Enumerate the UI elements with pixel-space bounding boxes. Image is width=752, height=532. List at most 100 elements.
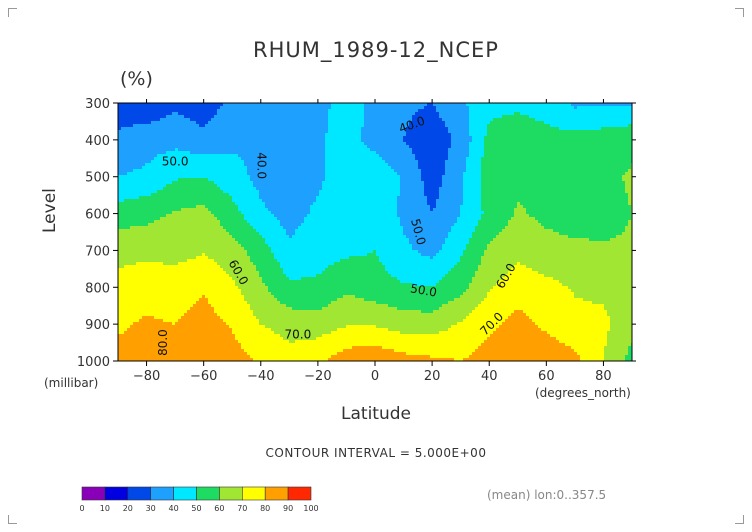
field-cell (223, 349, 227, 353)
field-cell (265, 133, 269, 137)
field-cell (292, 106, 296, 110)
field-cell (277, 322, 281, 326)
field-cell (160, 193, 164, 197)
field-cell (121, 151, 125, 155)
field-cell (184, 226, 188, 230)
field-cell (130, 331, 134, 335)
field-cell (217, 124, 221, 128)
field-cell (223, 217, 227, 221)
field-cell (268, 328, 272, 332)
field-cell (154, 211, 158, 215)
field-cell (133, 340, 137, 344)
field-cell (286, 343, 290, 347)
field-cell (136, 136, 140, 140)
field-cell (175, 337, 179, 341)
field-cell (163, 343, 167, 347)
field-cell (283, 118, 287, 122)
field-cell (232, 283, 236, 287)
field-cell (199, 301, 203, 305)
field-cell (139, 310, 143, 314)
field-cell (289, 157, 293, 161)
field-cell (268, 295, 272, 299)
contour-interval-text: CONTOUR INTERVAL = 5.000E+00 (265, 446, 487, 460)
field-cell (136, 253, 140, 257)
field-cell (154, 262, 158, 266)
field-cell (244, 175, 248, 179)
field-cell (226, 355, 230, 359)
field-cell (253, 271, 257, 275)
field-cell (124, 208, 128, 212)
field-cell (235, 295, 239, 299)
field-cell (217, 115, 221, 119)
field-cell (187, 202, 191, 206)
field-cell (148, 298, 152, 302)
field-cell (205, 109, 209, 113)
field-cell (289, 178, 293, 182)
field-cell (130, 250, 134, 254)
field-cell (250, 355, 254, 359)
field-cell (244, 166, 248, 170)
field-cell (127, 178, 131, 182)
field-cell (268, 208, 272, 212)
field-cell (142, 268, 146, 272)
field-cell (244, 232, 248, 236)
field-cell (145, 142, 149, 146)
field-cell (232, 304, 236, 308)
field-cell (274, 142, 278, 146)
field-cell (196, 196, 200, 200)
field-cell (226, 289, 230, 293)
field-cell (211, 205, 215, 209)
field-cell (196, 136, 200, 140)
field-cell (154, 349, 158, 353)
field-cell (208, 358, 212, 361)
field-cell (241, 298, 245, 302)
field-cell (235, 151, 239, 155)
field-cell (259, 292, 263, 296)
field-cell (136, 289, 140, 293)
field-cell (202, 244, 206, 248)
field-cell (253, 298, 257, 302)
field-cell (193, 265, 197, 269)
field-cell (193, 160, 197, 164)
field-cell (286, 313, 290, 317)
field-cell (289, 289, 293, 293)
field-cell (199, 283, 203, 287)
field-cell (145, 181, 149, 185)
field-cell (268, 199, 272, 203)
field-cell (184, 331, 188, 335)
field-cell (241, 166, 245, 170)
field-cell (211, 148, 215, 152)
field-cell (286, 271, 290, 275)
field-cell (169, 253, 173, 257)
field-cell (268, 124, 272, 128)
field-cell (265, 118, 269, 122)
field-cell (193, 244, 197, 248)
field-cell (241, 202, 245, 206)
field-cell (280, 169, 284, 173)
field-cell (226, 124, 230, 128)
field-cell (208, 223, 212, 227)
field-cell (280, 136, 284, 140)
field-cell (271, 115, 275, 119)
field-cell (181, 289, 185, 293)
field-cell (271, 319, 275, 323)
field-cell (178, 274, 182, 278)
field-cell (169, 145, 173, 149)
field-cell (154, 337, 158, 341)
field-cell (166, 277, 170, 281)
field-cell (226, 247, 230, 251)
field-cell (256, 172, 260, 176)
field-cell (235, 325, 239, 329)
field-cell (259, 343, 263, 347)
field-cell (253, 256, 257, 260)
field-cell (130, 211, 134, 215)
field-cell (277, 172, 281, 176)
field-cell (139, 283, 143, 287)
field-cell (274, 187, 278, 191)
field-cell (262, 202, 266, 206)
field-cell (130, 352, 134, 356)
field-cell (166, 322, 170, 326)
field-cell (259, 154, 263, 158)
field-cell (127, 265, 131, 269)
field-cell (280, 226, 284, 230)
